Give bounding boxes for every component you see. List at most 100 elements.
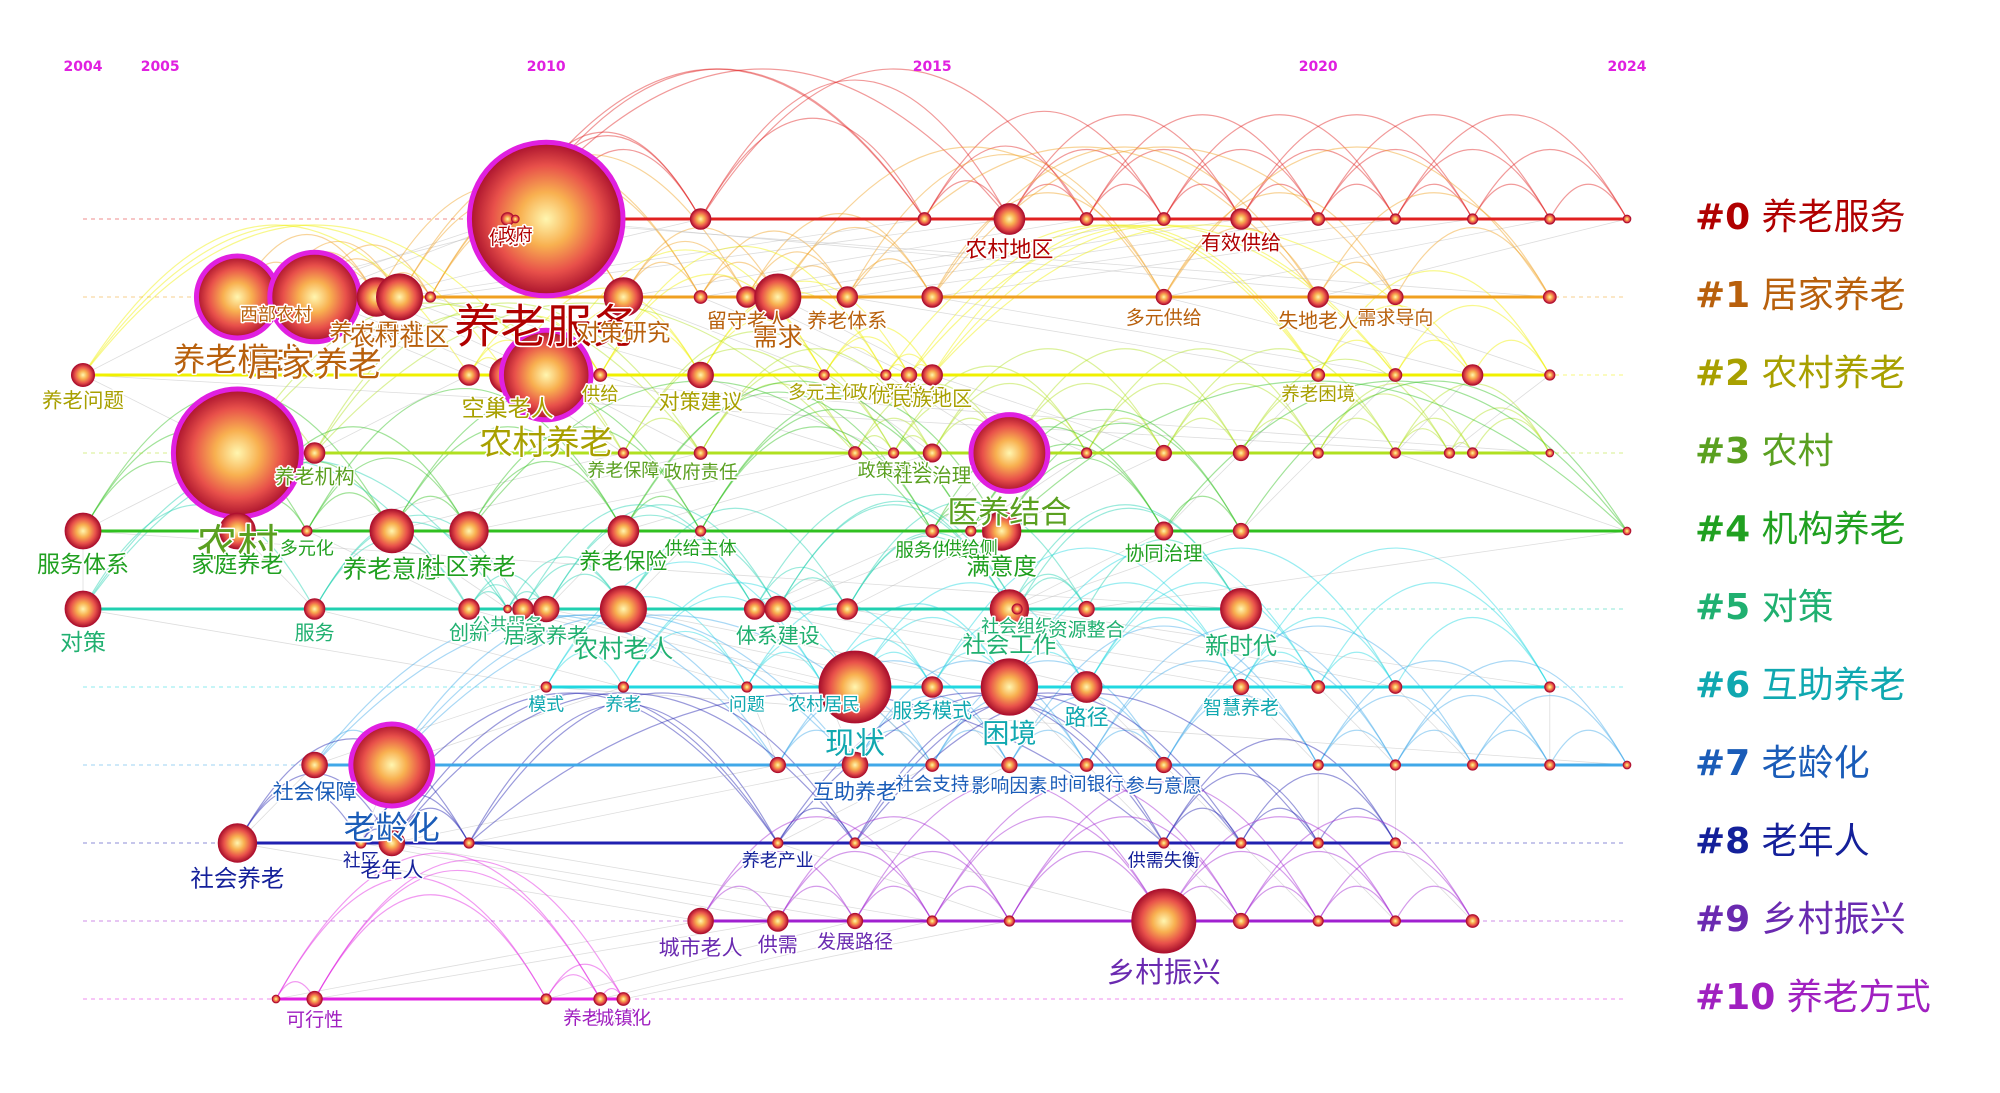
link xyxy=(777,146,1165,298)
legend-name: 养老方式 xyxy=(1787,977,1931,1018)
link xyxy=(823,603,1010,688)
keyword-label: 农村 xyxy=(196,520,278,568)
link xyxy=(391,692,779,844)
keyword-node xyxy=(1312,759,1324,771)
keyword-node xyxy=(925,758,940,772)
link xyxy=(306,387,624,532)
keyword-label: 困境 xyxy=(982,719,1036,750)
link xyxy=(700,79,1010,220)
keyword-label: 养老需求 xyxy=(329,318,423,346)
link xyxy=(1240,617,1396,688)
link xyxy=(1240,807,1319,844)
link xyxy=(1240,183,1319,220)
link xyxy=(700,365,895,454)
legend-id: #2 xyxy=(1695,353,1750,394)
link xyxy=(700,319,825,376)
keyword-node xyxy=(880,369,892,381)
link xyxy=(1086,729,1165,766)
link xyxy=(777,660,1010,766)
keyword-node xyxy=(767,910,789,932)
keyword-label: 供给主体 xyxy=(665,539,737,560)
keyword-label: 居家养老 xyxy=(248,345,382,384)
keyword-node xyxy=(769,756,786,774)
link xyxy=(1163,695,1319,766)
keyword-node xyxy=(1389,759,1402,771)
cross-link xyxy=(314,608,624,688)
link xyxy=(1317,807,1396,844)
keyword-label: 参与意愿 xyxy=(1126,775,1202,797)
cross-link xyxy=(468,608,748,688)
legend-entry: #4 机构养老 xyxy=(1695,509,1906,550)
cross-link xyxy=(1163,218,1550,298)
link xyxy=(82,224,547,376)
link xyxy=(746,213,933,298)
link xyxy=(854,885,933,922)
link xyxy=(1086,149,1242,220)
keyword-node xyxy=(64,512,102,550)
keyword-node xyxy=(70,362,96,388)
cross-link xyxy=(1449,374,1551,454)
keyword-node xyxy=(981,511,1022,551)
keyword-node xyxy=(540,993,552,1005)
link xyxy=(1163,807,1242,844)
cross-link xyxy=(1240,842,1319,922)
cross-link xyxy=(823,374,933,454)
keyword-node xyxy=(1544,681,1556,693)
keyword-label: 城镇化 xyxy=(596,1008,652,1029)
keyword-node xyxy=(616,992,631,1006)
link xyxy=(1394,114,1628,220)
keyword-label: 城市老人 xyxy=(659,936,743,960)
cross-link xyxy=(623,608,1010,688)
link xyxy=(1163,183,1242,220)
keyword-node xyxy=(1078,600,1095,618)
link xyxy=(1472,729,1551,766)
keyword-node xyxy=(1389,915,1402,927)
cross-link xyxy=(522,608,856,688)
link xyxy=(314,302,856,454)
link xyxy=(777,500,1018,610)
keyword-node xyxy=(921,286,943,308)
keyword-node xyxy=(921,676,943,698)
keyword-node xyxy=(1312,837,1324,849)
keyword-node xyxy=(1544,213,1556,225)
link xyxy=(1240,383,1396,454)
link xyxy=(1016,507,1242,610)
link xyxy=(1317,582,1551,688)
legend-name: 互助养老 xyxy=(1762,665,1906,706)
keyword-node xyxy=(1079,212,1094,226)
link xyxy=(1163,816,1396,922)
legend-name: 居家养老 xyxy=(1762,275,1906,316)
keyword-node xyxy=(1220,588,1262,630)
link xyxy=(777,816,1010,922)
keyword-label: 智慧养老 xyxy=(1203,697,1279,719)
link xyxy=(622,348,856,454)
link xyxy=(1086,582,1319,688)
link xyxy=(1163,738,1396,844)
keyword-node xyxy=(689,208,712,230)
link xyxy=(823,336,910,376)
keyword-label: 优化路径 xyxy=(871,385,947,407)
cross-link xyxy=(306,452,624,532)
keyword-label: 社区养老 xyxy=(422,552,516,580)
legend-entry: #10 养老方式 xyxy=(1695,977,1931,1018)
link xyxy=(236,302,702,454)
cross-link xyxy=(1395,686,1473,766)
keyword-node xyxy=(498,327,594,423)
link xyxy=(622,380,972,532)
keyword-label: 供需 xyxy=(758,933,798,957)
keyword-node xyxy=(687,907,714,935)
link xyxy=(1008,729,1088,766)
cross-link xyxy=(1317,842,1396,922)
link xyxy=(1317,270,1551,376)
legend-name: 养老服务 xyxy=(1762,197,1906,238)
link xyxy=(1086,114,1319,220)
keyword-node xyxy=(1622,526,1632,536)
link xyxy=(1394,149,1551,220)
keyword-node xyxy=(1155,444,1172,462)
cross-link xyxy=(700,374,894,454)
link xyxy=(314,614,856,766)
keyword-label: 政府 xyxy=(498,225,533,245)
keyword-label: 需求导向 xyxy=(1357,307,1433,329)
link xyxy=(522,504,756,610)
